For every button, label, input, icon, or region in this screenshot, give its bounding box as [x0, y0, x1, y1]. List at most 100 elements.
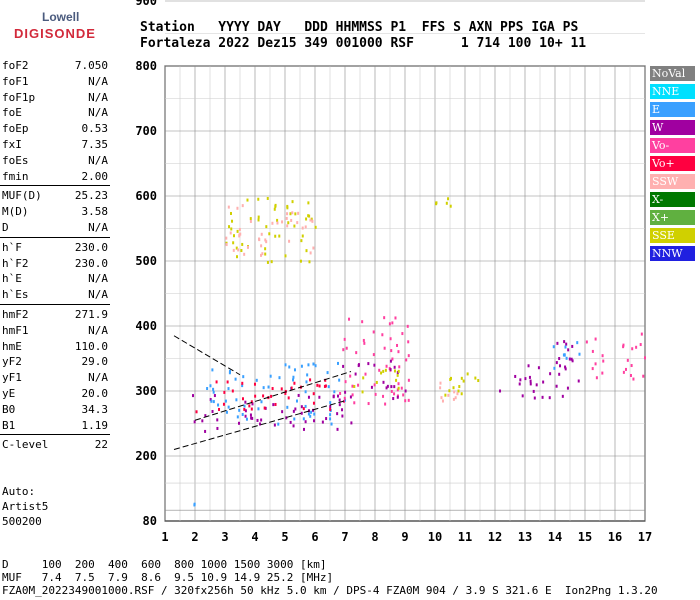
scatter-point	[284, 391, 287, 395]
scatter-point	[626, 358, 629, 362]
scatter-point	[249, 219, 252, 223]
scatter-point	[367, 402, 370, 406]
header-line2: Fortaleza 2022 Dez15 349 001000 RSF 1 71…	[140, 36, 587, 51]
scatter-point	[250, 407, 253, 411]
scatter-point	[330, 422, 333, 426]
scatter-point	[341, 408, 344, 412]
param-key: B0	[2, 402, 16, 416]
scatter-point	[457, 389, 460, 393]
scatter-point	[381, 333, 384, 337]
scatter-point	[353, 401, 356, 405]
station-header: Station YYYY DAY DDD HHMMSS P1 FFS S AXN…	[140, 20, 586, 52]
scatter-point	[404, 399, 407, 403]
profile-trace-high	[173, 335, 241, 376]
scatter-point	[632, 377, 635, 381]
scatter-point	[624, 367, 627, 371]
scatter-point	[243, 404, 246, 408]
scatter-point	[630, 364, 633, 368]
scatter-point	[601, 371, 604, 375]
scatter-point	[304, 225, 307, 229]
scatter-point	[343, 337, 346, 341]
scatter-point	[354, 372, 357, 376]
param-row-hme: hmE 110.0	[0, 339, 110, 355]
scatter-point	[314, 225, 317, 229]
scatter-point	[231, 219, 234, 223]
scatter-point	[212, 390, 215, 394]
scatter-point	[270, 260, 273, 264]
scatter-point	[235, 246, 238, 250]
scatter-point	[292, 409, 295, 413]
scatter-point	[324, 378, 327, 382]
legend-item-nnw: NNW	[650, 246, 695, 261]
scatter-point	[244, 409, 247, 413]
scatter-point	[578, 352, 581, 356]
scatter-point	[336, 427, 339, 431]
scatter-point	[255, 378, 258, 382]
scatter-point	[341, 414, 344, 418]
scatter-point	[591, 367, 594, 371]
scatter-point	[444, 393, 447, 397]
scatter-point	[447, 393, 450, 397]
scatter-point	[466, 372, 469, 376]
scatter-point	[260, 400, 263, 404]
scatter-point	[225, 410, 228, 414]
scatter-point	[285, 416, 288, 420]
scatter-point	[228, 225, 231, 229]
param-row-m-d-: M(D) 3.58	[0, 204, 110, 220]
scatter-point	[643, 356, 646, 360]
scatter-point	[564, 345, 567, 349]
scatter-point	[278, 376, 281, 380]
param-value: 7.050	[74, 59, 108, 72]
scatter-point	[576, 341, 579, 345]
param-key: yF2	[2, 355, 22, 369]
digisonde-logo: Lowell DIGISONDE	[2, 4, 102, 44]
scatter-point	[323, 384, 326, 388]
param-value: 0.53	[81, 122, 109, 136]
scatter-point	[271, 221, 274, 225]
scatter-point	[232, 241, 235, 245]
param-value: 29.0	[81, 355, 109, 369]
scatter-point	[571, 359, 574, 363]
param-value: N/A	[88, 90, 108, 104]
param-key: hmF2	[2, 307, 29, 321]
scatter-point	[257, 407, 260, 411]
param-row-fof1p: foF1p N/A	[0, 90, 110, 106]
scatter-point	[348, 317, 351, 321]
param-value: N/A	[88, 153, 108, 167]
scatter-point	[385, 386, 388, 390]
scatter-point	[453, 390, 456, 394]
scatter-point	[227, 405, 230, 409]
scatter-point	[631, 347, 634, 351]
scatter-point	[537, 366, 540, 370]
scatter-point	[250, 416, 253, 420]
scatter-point	[338, 403, 341, 407]
param-key: h`E	[2, 272, 22, 286]
scatter-point	[231, 389, 234, 393]
scatter-point	[402, 393, 405, 397]
scatter-point	[230, 227, 233, 231]
scatter-point	[201, 419, 204, 423]
scatter-point	[262, 394, 265, 398]
scatter-point	[271, 387, 274, 391]
scatter-point	[267, 385, 270, 389]
scatter-point	[294, 407, 297, 411]
scatter-point	[293, 381, 296, 385]
scatter-point	[216, 426, 219, 430]
scatter-point	[244, 414, 247, 418]
scatter-point	[212, 400, 215, 404]
logo-line2: DIGISONDE	[14, 26, 96, 41]
scatter-point	[309, 251, 312, 255]
scatter-point	[307, 412, 310, 416]
param-key: h`Es	[2, 288, 29, 302]
scatter-point	[390, 349, 393, 353]
x-tick-label: 9	[401, 530, 408, 544]
scatter-point	[622, 345, 625, 349]
scatter-point	[558, 372, 561, 376]
scatter-point	[372, 353, 375, 357]
scatter-point	[309, 218, 312, 222]
scatter-point	[333, 390, 336, 394]
param-value: 22	[94, 438, 108, 452]
y-tick-label: 600	[135, 189, 157, 203]
scatter-point	[524, 377, 527, 381]
scatter-point	[259, 422, 262, 426]
